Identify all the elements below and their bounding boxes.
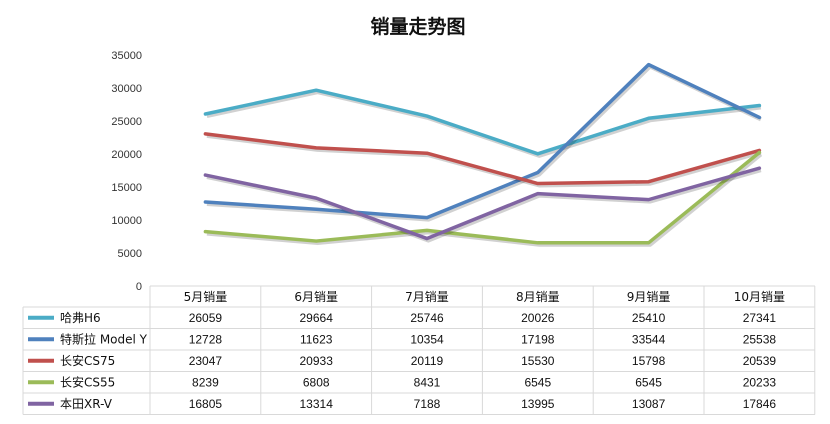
y-axis: 0 5000 10000 15000 20000 25000 30000 35000 bbox=[111, 50, 142, 293]
y-tick-label: 25000 bbox=[111, 116, 142, 128]
data-cell: 25538 bbox=[743, 332, 777, 346]
x-category-label: 7月销量 bbox=[405, 290, 449, 304]
series-name: 特斯拉 Model Y bbox=[60, 331, 148, 346]
data-cell: 13314 bbox=[300, 397, 334, 411]
x-category-label: 6月销量 bbox=[294, 290, 338, 304]
data-cell: 20933 bbox=[300, 354, 334, 368]
series-lines bbox=[203, 62, 763, 247]
data-cell: 26059 bbox=[189, 311, 223, 325]
data-cell: 7188 bbox=[414, 397, 441, 411]
chart-title: 销量走势图 bbox=[370, 15, 465, 38]
y-tick-label: 20000 bbox=[111, 149, 142, 161]
y-tick-label: 30000 bbox=[111, 83, 142, 95]
series-line-shadow bbox=[206, 152, 763, 247]
data-cell: 29664 bbox=[300, 311, 334, 325]
x-category-label: 5月销量 bbox=[184, 290, 228, 304]
y-tick-label: 0 bbox=[136, 281, 142, 293]
data-cell: 23047 bbox=[189, 354, 223, 368]
series-line bbox=[203, 88, 762, 156]
data-cell: 8239 bbox=[192, 375, 219, 389]
y-tick-label: 10000 bbox=[111, 215, 142, 227]
data-cell: 13995 bbox=[521, 397, 555, 411]
x-category-label: 9月销量 bbox=[627, 290, 671, 304]
data-cell: 25410 bbox=[632, 311, 666, 325]
data-cell: 20233 bbox=[743, 375, 777, 389]
data-cell: 20539 bbox=[743, 354, 777, 368]
series-name: 长安CS75 bbox=[60, 353, 115, 368]
data-cell: 17846 bbox=[743, 397, 777, 411]
series-line bbox=[203, 132, 762, 186]
x-category-label: 10月销量 bbox=[734, 290, 785, 304]
series-line bbox=[203, 166, 762, 241]
data-cell: 20119 bbox=[411, 354, 444, 368]
data-cell: 25746 bbox=[410, 311, 444, 325]
x-category-label: 8月销量 bbox=[516, 290, 560, 304]
data-cell: 12728 bbox=[189, 332, 223, 346]
data-cell: 13087 bbox=[632, 397, 666, 411]
data-cell: 15530 bbox=[521, 354, 555, 368]
data-cell: 33544 bbox=[632, 332, 666, 346]
series-name: 哈弗H6 bbox=[60, 311, 101, 325]
data-cell: 17198 bbox=[521, 332, 555, 346]
data-cell: 20026 bbox=[521, 311, 555, 325]
y-tick-label: 15000 bbox=[111, 182, 142, 194]
data-cell: 16805 bbox=[189, 397, 223, 411]
data-cell: 6545 bbox=[524, 375, 551, 389]
data-cell: 6808 bbox=[303, 375, 330, 389]
series-line bbox=[203, 150, 762, 245]
y-tick-label: 35000 bbox=[111, 50, 142, 62]
series-line-shadow bbox=[206, 168, 762, 243]
series-line bbox=[203, 62, 762, 220]
series-name: 本田XR-V bbox=[60, 397, 113, 411]
data-cell: 27341 bbox=[743, 311, 777, 325]
y-tick-label: 5000 bbox=[118, 248, 142, 260]
data-cell: 6545 bbox=[635, 375, 662, 389]
data-cell: 10354 bbox=[410, 332, 444, 346]
data-cell: 8431 bbox=[414, 375, 441, 389]
data-cell: 15798 bbox=[632, 354, 666, 368]
data-cell: 11623 bbox=[300, 332, 333, 346]
series-name: 长安CS55 bbox=[60, 374, 115, 389]
